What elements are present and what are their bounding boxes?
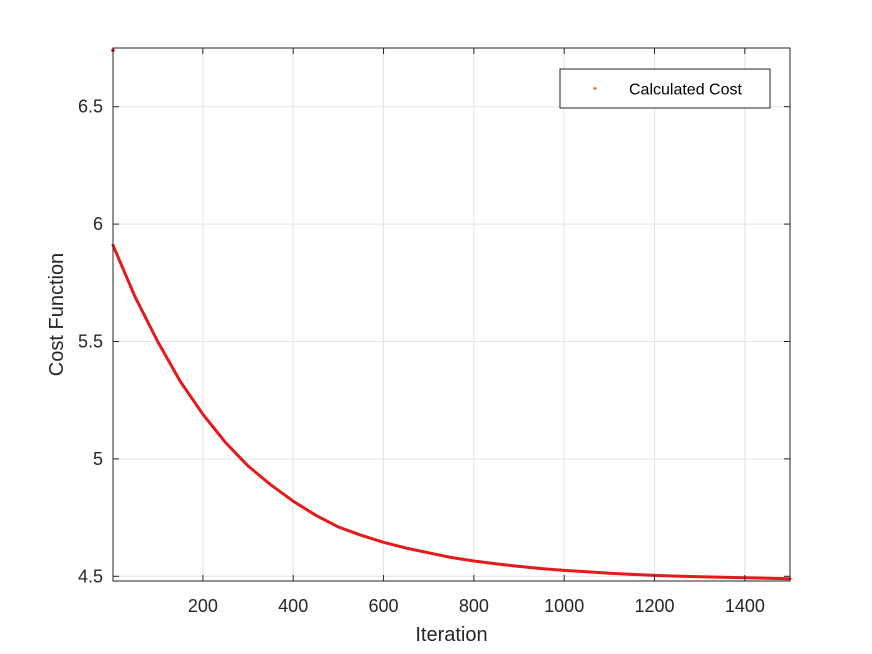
data-point	[224, 441, 227, 444]
data-point	[675, 574, 679, 578]
x-tick-label: 400	[278, 596, 308, 616]
data-point	[292, 499, 295, 503]
data-point	[540, 567, 543, 570]
data-point	[246, 464, 250, 468]
data-point	[156, 340, 159, 343]
y-tick-label: 6	[93, 214, 103, 234]
x-tick-label: 1000	[544, 596, 584, 616]
grid	[113, 48, 790, 581]
y-tick-label: 4.5	[78, 566, 103, 586]
x-tick-label: 600	[369, 596, 399, 616]
data-point	[495, 562, 498, 566]
data-point	[133, 295, 137, 299]
data-point	[382, 541, 385, 544]
series-line-calculated-cost	[111, 243, 792, 581]
data-point	[721, 576, 724, 579]
data-point	[201, 413, 205, 416]
data-point	[585, 570, 588, 574]
data-point	[337, 525, 340, 529]
x-axis-label: Iteration	[415, 624, 487, 646]
data-point	[698, 575, 701, 578]
data-point	[517, 565, 521, 568]
y-tick-label: 6.5	[78, 97, 103, 117]
data-point	[608, 572, 611, 575]
legend-marker-calculated-cost	[593, 87, 597, 90]
y-tick-label: 5	[93, 449, 103, 469]
data-point	[450, 556, 453, 559]
x-tick-label: 1200	[634, 596, 674, 616]
y-axis-label: Cost Function	[46, 253, 68, 376]
x-tick-label: 1400	[725, 596, 765, 616]
data-point	[562, 569, 566, 572]
data-point	[404, 546, 408, 550]
data-point	[359, 534, 363, 537]
y-tick-label: 5.5	[78, 332, 103, 352]
x-tick-label: 800	[459, 596, 489, 616]
data-point	[314, 514, 317, 517]
ticks: 200 400 600 800 1000 1200 1400 4.5 5 5.5 6 6.5	[78, 48, 790, 616]
x-tick-label: 200	[188, 596, 218, 616]
data-point	[179, 380, 182, 383]
legend-label-calculated-cost: Calculated Cost	[629, 82, 743, 99]
data-point	[472, 559, 476, 563]
data-point	[269, 483, 272, 486]
axes-box	[112, 47, 791, 582]
data-point	[427, 551, 430, 555]
legend: Calculated Cost	[559, 68, 771, 109]
series-layer	[111, 48, 792, 581]
data-point	[766, 576, 769, 580]
data-point	[630, 573, 634, 576]
